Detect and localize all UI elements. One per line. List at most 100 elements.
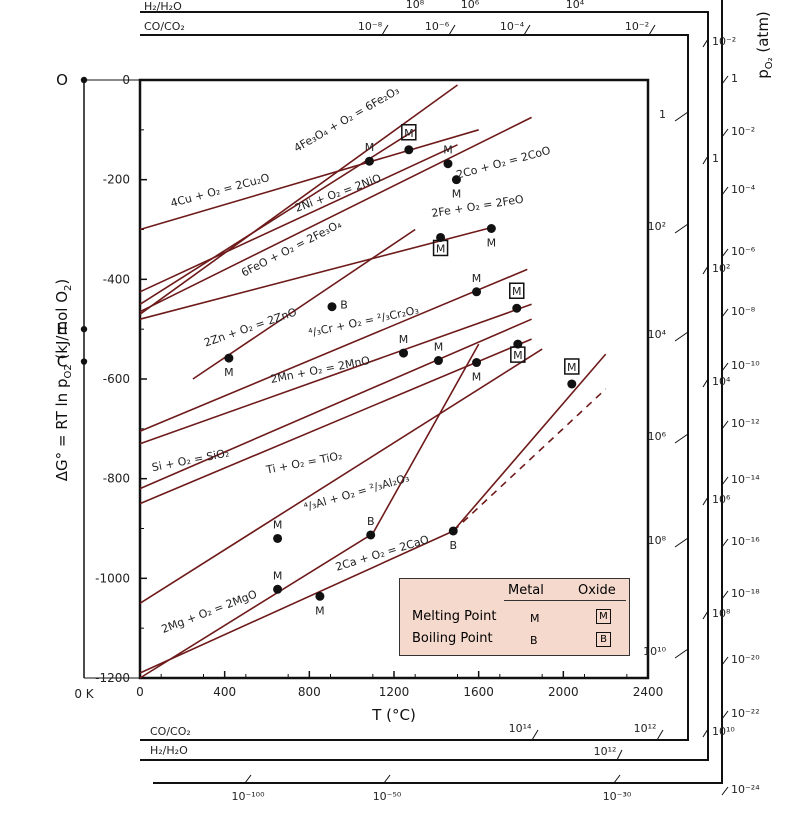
bottom-co-tickmark-0 xyxy=(531,729,539,741)
transition-point-18 xyxy=(273,584,283,594)
transition-point-2 xyxy=(443,159,453,169)
right-mid-tick-6: 10¹⁰ xyxy=(712,725,735,738)
right-inner-tick-3: 10⁶ xyxy=(648,430,667,443)
y-tick-label-3: -600 xyxy=(103,372,130,386)
po2-tickmark-9 xyxy=(721,590,729,600)
transition-label-11: M xyxy=(512,285,522,298)
left-scale-dot-1 xyxy=(80,325,88,333)
bottom-po2-tickmark-1 xyxy=(383,774,391,784)
series-line-0 xyxy=(139,129,479,231)
frame-po2 xyxy=(153,0,723,784)
po2-tickmark-10 xyxy=(721,656,729,666)
bottom-po2-tick-1: 10⁻⁵⁰ xyxy=(373,790,402,803)
po2-tick-9: 10⁻¹⁸ xyxy=(731,587,760,600)
transition-point-5 xyxy=(486,224,496,234)
right-inner-tickmark-3 xyxy=(674,433,689,444)
x-tick-label-2: 800 xyxy=(298,685,321,699)
legend-row-melting: Melting Point xyxy=(412,609,497,624)
po2-tickmark-2 xyxy=(721,186,729,196)
top-h2-tick-0: 10⁸ xyxy=(406,0,425,11)
series-line-11 xyxy=(139,348,543,604)
bottom-po2-tick-2: 10⁻³⁰ xyxy=(603,790,632,803)
po2-tickmark-7 xyxy=(721,476,729,486)
legend-row-boiling: Boiling Point xyxy=(412,631,493,646)
legend-col-metal: Metal xyxy=(508,583,544,598)
series-line-13 xyxy=(139,530,454,674)
right-mid-tick-5: 10⁸ xyxy=(712,607,731,620)
po2-tick-6: 10⁻¹² xyxy=(731,417,760,430)
transition-point-6 xyxy=(327,302,337,312)
right-inner-tick-5: 10¹⁰ xyxy=(643,645,666,658)
right-mid-tick-2: 10² xyxy=(712,262,730,275)
legend-melting-oxide-symbol: M xyxy=(596,609,611,624)
top-scale-name-co: CO/CO₂ xyxy=(144,20,185,33)
transition-label-3: M xyxy=(452,188,462,201)
right-inner-tickmark-0 xyxy=(674,111,689,122)
legend: Metal Oxide Melting Point M M Boiling Po… xyxy=(399,578,630,656)
y-tick-label-4: -800 xyxy=(103,472,130,486)
right-mid-tickmark-3 xyxy=(702,378,709,388)
transition-point-11 xyxy=(512,303,522,313)
po2-tick-1: 10⁻² xyxy=(731,125,755,138)
top-co-tickmark-3 xyxy=(648,24,656,36)
right-mid-tick-0: 10⁻² xyxy=(712,35,736,48)
legend-boiling-oxide-symbol: B xyxy=(596,632,611,647)
bottom-po2-tickmark-2 xyxy=(613,774,621,784)
transition-box-1 xyxy=(401,124,417,141)
transition-label-6: B xyxy=(340,299,348,312)
transition-point-0 xyxy=(364,156,374,166)
transition-point-3 xyxy=(451,175,461,185)
series-dashed-13 xyxy=(452,388,607,532)
y-tick-label-5: -1000 xyxy=(95,571,130,585)
po2-tickmark-1 xyxy=(721,128,729,138)
po2-tick-0: 1 xyxy=(731,72,738,85)
right-inner-tick-0: 1 xyxy=(659,108,666,121)
right-inner-tickmark-4 xyxy=(674,537,689,548)
series-line-7 xyxy=(139,268,528,433)
y-tick-label-0: 0 xyxy=(122,73,130,87)
transition-label-9: M xyxy=(434,341,444,354)
transition-point-15 xyxy=(273,533,283,543)
transition-label-14: M xyxy=(567,361,577,374)
top-co-tickmark-0 xyxy=(381,24,389,36)
bottom-h2-tickmark xyxy=(616,749,623,761)
nomogram-frames xyxy=(140,0,723,784)
right-mid-tickmark-2 xyxy=(702,265,709,275)
transition-label-18: M xyxy=(273,569,283,582)
right-mid-tickmark-6 xyxy=(702,728,709,738)
y-tick-label-6: -1200 xyxy=(95,671,130,685)
top-co-tick-3: 10⁻² xyxy=(625,20,649,33)
right-inner-tickmark-2 xyxy=(674,331,689,342)
transition-box-14 xyxy=(564,358,580,375)
po2-tick-10: 10⁻²⁰ xyxy=(731,653,760,666)
transition-point-16 xyxy=(366,530,376,540)
bottom-co-tick-0: 10¹⁴ xyxy=(509,722,532,735)
top-co-tick-0: 10⁻⁸ xyxy=(358,20,383,33)
right-mid-tick-4: 10⁶ xyxy=(712,493,731,506)
po2-tick-11: 10⁻²² xyxy=(731,707,760,720)
po2-tick-7: 10⁻¹⁴ xyxy=(731,473,760,486)
transition-point-1 xyxy=(404,145,414,155)
po2-tickmark-12 xyxy=(721,786,729,796)
bottom-h2-tick-0: 10¹² xyxy=(594,745,617,758)
x-tick-label-5: 2000 xyxy=(548,685,579,699)
bottom-co-tickmark-1 xyxy=(656,729,664,741)
po2-tick-12: 10⁻²⁴ xyxy=(731,783,760,796)
y-tick-label-1: -200 xyxy=(103,173,130,187)
transition-label-8: M xyxy=(399,333,409,346)
series-line-9 xyxy=(139,318,532,490)
top-h2-tick-1: 10⁶ xyxy=(461,0,480,11)
legend-melting-metal-symbol: M xyxy=(530,612,540,625)
right-inner-tick-2: 10⁴ xyxy=(648,328,667,341)
right-inner-tickmark-1 xyxy=(674,223,689,234)
series-line-1 xyxy=(139,84,458,315)
transition-label-15: M xyxy=(273,518,283,531)
left-scale-label-2: C xyxy=(57,353,67,371)
series-line-2 xyxy=(139,144,458,293)
top-scale-name-h2: H₂/H₂O xyxy=(144,0,182,13)
series-line-5 xyxy=(139,226,494,320)
series-line-8 xyxy=(139,303,532,445)
frame-co-co2 xyxy=(140,34,689,741)
transition-point-17 xyxy=(448,526,458,536)
